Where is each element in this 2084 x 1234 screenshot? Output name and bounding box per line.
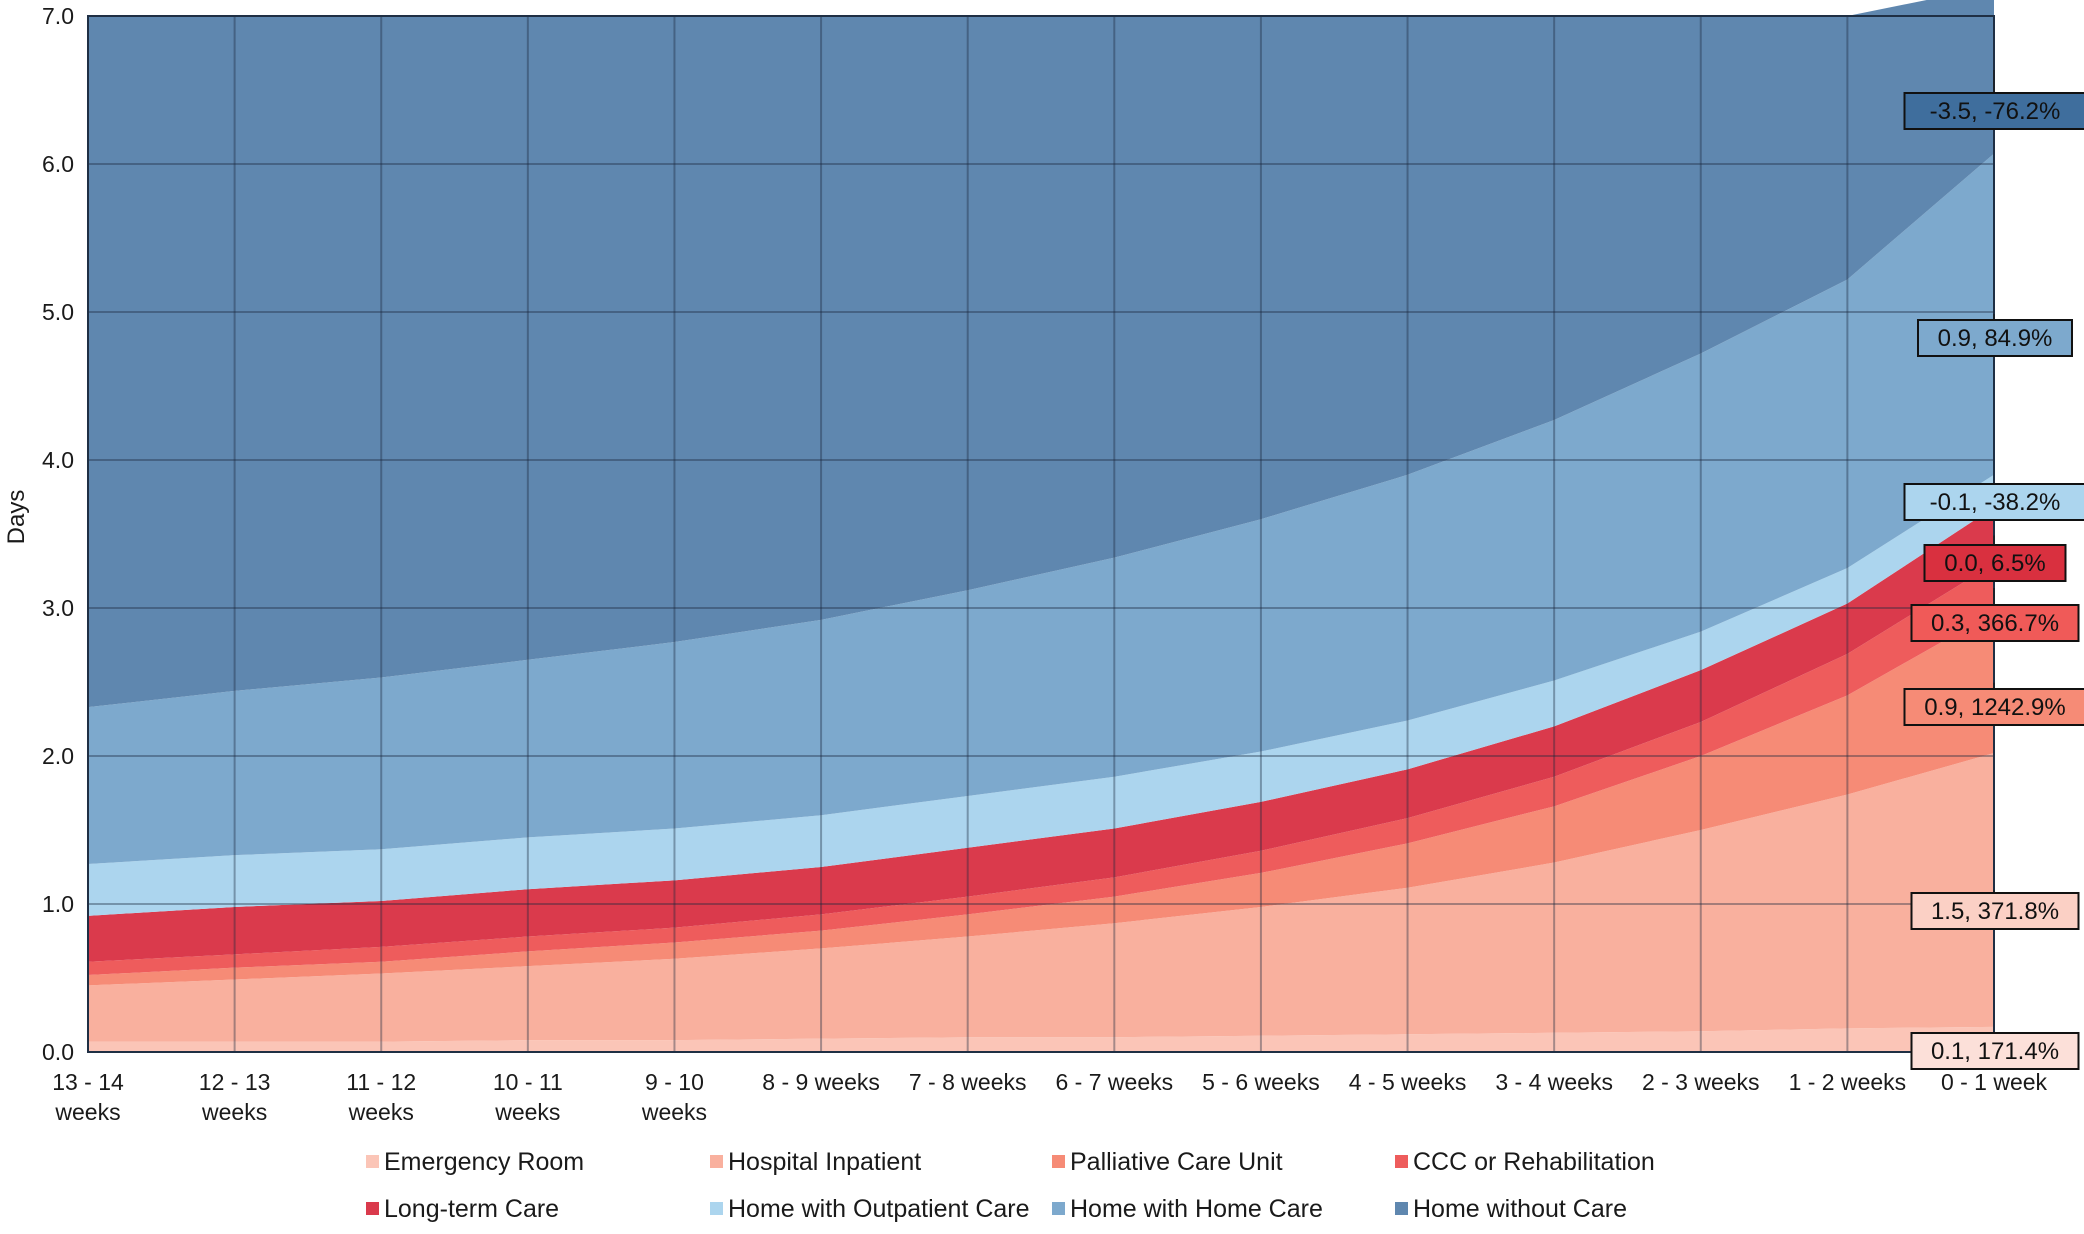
annotation-box-ccc-or-rehabilitation: [1910, 604, 2080, 642]
x-tick-label: 6 - 7 weeks: [1056, 1069, 1174, 1095]
annotation-box-emergency-room: [1910, 1032, 2080, 1070]
legend-swatch-palliative-care-unit: [1052, 1155, 1065, 1168]
annotation-home-with-outpatient-care: -0.1, -38.2%: [1930, 489, 2061, 516]
y-tick-label: 7.0: [42, 3, 74, 29]
legend-swatch-long-term-care: [366, 1202, 379, 1215]
legend-label-palliative-care-unit: Palliative Care Unit: [1070, 1148, 1283, 1176]
annotation-emergency-room: 0.1, 171.4%: [1931, 1038, 2059, 1065]
annotation-box-home-with-home-care: [1917, 319, 2073, 357]
legend-label-home-with-outpatient-care: Home with Outpatient Care: [728, 1195, 1030, 1223]
legend: Emergency Room Hospital Inpatient Palliati…: [366, 1148, 1655, 1223]
annotation-palliative-care-unit: 0.9, 1242.9%: [1924, 694, 2065, 721]
annotation-hospital-inpatient: 1.5, 371.8%: [1931, 898, 2059, 925]
area-home-without-care: [88, 0, 1994, 708]
y-tick-label: 3.0: [42, 595, 74, 621]
x-axis-ticks: 13 - 14 weeks 12 - 13 weeks 11 - 12 weeks 10 -…: [52, 1069, 2047, 1125]
legend-label-ccc-or-rehabilitation: CCC or Rehabilitation: [1413, 1148, 1655, 1176]
x-tick-label: 10 - 11 weeks: [493, 1069, 563, 1125]
x-tick-label: 0 - 1 week: [1941, 1069, 2048, 1095]
y-tick-label: 1.0: [42, 891, 74, 917]
y-tick-label: 5.0: [42, 299, 74, 325]
x-tick-label: 3 - 4 weeks: [1495, 1069, 1613, 1095]
annotation-home-with-home-care: 0.9, 84.9%: [1938, 325, 2053, 352]
legend-swatch-home-with-outpatient-care: [710, 1202, 723, 1215]
annotation-box-palliative-care-unit: [1903, 688, 2084, 726]
legend-label-hospital-inpatient: Hospital Inpatient: [728, 1148, 921, 1176]
x-tick-label: 9 - 10 weeks: [641, 1069, 707, 1125]
area-long-term-care: [88, 507, 1994, 962]
x-tick-label: 12 - 13 weeks: [199, 1069, 271, 1125]
plot-frame: [87, 15, 1995, 1053]
x-tick-label: 8 - 9 weeks: [762, 1069, 880, 1095]
area-emergency-room: [88, 1026, 1994, 1052]
area-layers: [88, 0, 1994, 1052]
legend-swatch-ccc-or-rehabilitation: [1395, 1155, 1408, 1168]
annotation-box-long-term-care: [1923, 544, 2067, 582]
annotation-box-home-with-outpatient-care: [1903, 483, 2084, 521]
legend-label-home-without-care: Home without Care: [1413, 1195, 1627, 1223]
y-tick-label: 0.0: [42, 1039, 74, 1065]
annotation-box-hospital-inpatient: [1910, 892, 2080, 930]
x-tick-label: 4 - 5 weeks: [1349, 1069, 1467, 1095]
legend-label-long-term-care: Long-term Care: [384, 1195, 559, 1223]
y-axis-ticks: 0.0 1.0 2.0 3.0 4.0 5.0 6.0 7.0: [42, 3, 74, 1065]
x-tick-label: 2 - 3 weeks: [1642, 1069, 1760, 1095]
legend-label-home-with-home-care: Home with Home Care: [1070, 1195, 1323, 1223]
legend-swatch-emergency-room: [366, 1155, 379, 1168]
x-tick-label: 13 - 14 weeks: [52, 1069, 124, 1125]
annotation-long-term-care: 0.0, 6.5%: [1944, 550, 2045, 577]
y-axis-title: Days: [3, 490, 30, 545]
legend-label-emergency-room: Emergency Room: [384, 1148, 584, 1176]
annotation-ccc-or-rehabilitation: 0.3, 366.7%: [1931, 610, 2059, 637]
y-tick-label: 6.0: [42, 151, 74, 177]
y-tick-label: 4.0: [42, 447, 74, 473]
legend-swatch-home-with-home-care: [1052, 1202, 1065, 1215]
area-home-with-outpatient-care: [88, 474, 1994, 916]
x-tick-label: 11 - 12 weeks: [346, 1069, 416, 1125]
area-ccc-or-rehabilitation: [88, 563, 1994, 976]
x-tick-label: 1 - 2 weeks: [1789, 1069, 1907, 1095]
legend-swatch-hospital-inpatient: [710, 1155, 723, 1168]
annotation-box-home-without-care: [1903, 92, 2084, 130]
y-tick-label: 2.0: [42, 743, 74, 769]
area-palliative-care-unit: [88, 612, 1994, 986]
x-tick-label: 7 - 8 weeks: [909, 1069, 1027, 1095]
area-hospital-inpatient: [88, 753, 1994, 1042]
x-tick-label: 5 - 6 weeks: [1202, 1069, 1320, 1095]
annotation-home-without-care: -3.5, -76.2%: [1930, 98, 2061, 125]
area-home-with-home-care: [88, 153, 1994, 865]
legend-swatch-home-without-care: [1395, 1202, 1408, 1215]
annotations: -3.5, -76.2% 0.9, 84.9% -0.1, -38.2% 0.0, 6…: [1903, 70, 2084, 1070]
